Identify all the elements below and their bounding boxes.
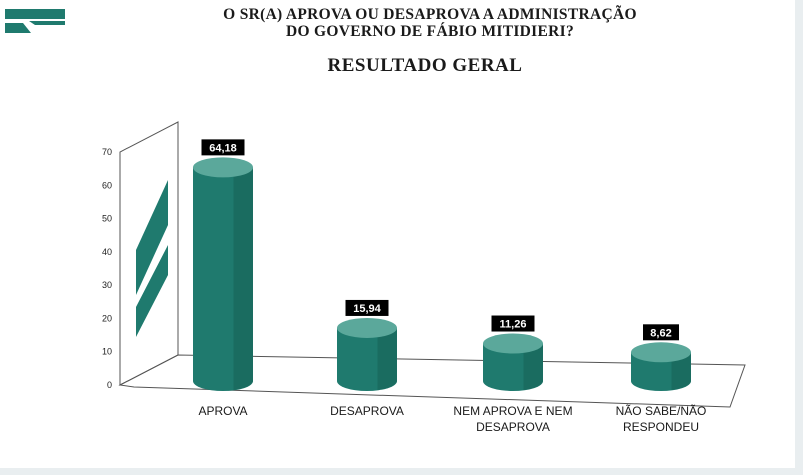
- y-tick-label: 50: [102, 214, 112, 224]
- bar-top: [337, 317, 397, 338]
- bar-shade: [233, 167, 253, 390]
- data-label: 15,94: [353, 303, 381, 315]
- y-tick-label: 20: [102, 313, 112, 323]
- bar-chart: 0 10 20 30 40 50 60 70 64,18 APROVA 15,94 DESAPROVA…: [102, 121, 746, 434]
- data-label: 8,62: [650, 327, 671, 339]
- y-tick-label: 0: [107, 380, 112, 390]
- bar-top: [193, 157, 253, 178]
- x-category-label: NEM APROVA E NEM DESAPROVA: [453, 404, 572, 434]
- y-tick-label: 40: [102, 247, 112, 257]
- survey-question-line2: DO GOVERNO DE FÁBIO MITIDIERI?: [285, 23, 575, 40]
- x-category-label: NÃO SABE/NÃO RESPONDEU: [616, 404, 707, 434]
- bar-top: [483, 333, 543, 354]
- bar-body: [193, 167, 253, 391]
- x-category-label-line: APROVA: [198, 404, 247, 418]
- wall-decoration-lower: [136, 245, 168, 337]
- data-label-bg: [345, 299, 389, 316]
- window-frame-bottom: [0, 468, 803, 475]
- x-category-label-line: DESAPROVA: [330, 404, 404, 418]
- flag-logo-icon: [5, 9, 65, 40]
- bar-body: [483, 343, 543, 391]
- bar-shade: [671, 352, 691, 390]
- y-tick-label: 60: [102, 180, 112, 190]
- data-label: 64,18: [209, 142, 237, 154]
- x-category-label-line: DESAPROVA: [476, 420, 550, 434]
- bar-body: [337, 327, 397, 391]
- y-tick-label: 30: [102, 280, 112, 290]
- data-label-bg: [643, 324, 679, 341]
- y-tick-label: 10: [102, 347, 112, 357]
- chart-subtitle: RESULTADO GERAL: [327, 55, 523, 76]
- chart-floor: [118, 354, 746, 408]
- data-label-bg: [491, 315, 535, 332]
- bar-body: [631, 352, 691, 391]
- bar-shade: [523, 343, 543, 390]
- survey-question-line1: O SR(A) APROVA OU DESAPROVA A ADMINISTRA…: [223, 6, 637, 23]
- y-tick-label: 70: [102, 147, 112, 157]
- x-category-label-line: NÃO SABE/NÃO: [616, 404, 707, 418]
- x-category-label: APROVA: [198, 404, 247, 418]
- wall-decoration-upper: [136, 180, 168, 295]
- survey-question: O SR(A) APROVA OU DESAPROVA A ADMINISTRA…: [150, 6, 710, 40]
- x-category-label-line: NEM APROVA E NEM: [453, 404, 572, 418]
- data-label-bg: [201, 139, 245, 156]
- window-frame-right: [795, 0, 803, 475]
- x-category-label-line: RESPONDEU: [623, 420, 699, 434]
- x-category-label: DESAPROVA: [330, 404, 404, 418]
- data-label: 11,26: [500, 319, 527, 331]
- bar-top: [631, 342, 691, 363]
- bar-shade: [377, 327, 397, 390]
